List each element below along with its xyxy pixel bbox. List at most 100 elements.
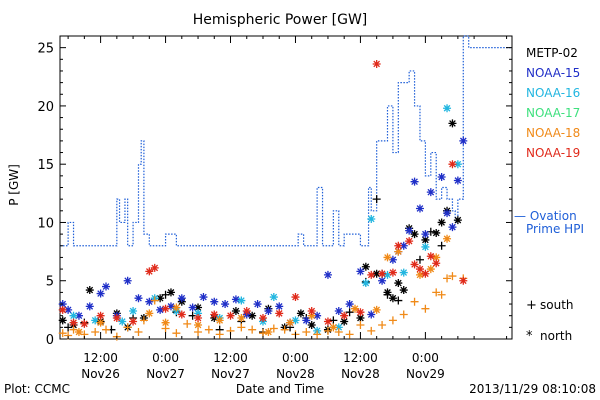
data-point bbox=[421, 304, 430, 313]
data-point bbox=[313, 311, 322, 320]
data-point bbox=[177, 294, 186, 303]
data-point bbox=[383, 290, 392, 299]
data-point bbox=[64, 305, 73, 314]
data-point bbox=[264, 307, 273, 316]
data-point bbox=[64, 323, 73, 332]
data-point bbox=[242, 307, 251, 316]
x-tick-label-date: Nov28 bbox=[276, 367, 315, 381]
legend-ovation: — Ovation bbox=[514, 209, 577, 223]
data-point bbox=[334, 328, 343, 337]
x-tick-label-date: Nov29 bbox=[406, 367, 445, 381]
data-point bbox=[340, 317, 349, 326]
data-point bbox=[194, 303, 203, 312]
data-point bbox=[329, 316, 338, 325]
data-point bbox=[118, 317, 127, 326]
data-point bbox=[123, 323, 132, 332]
data-point bbox=[459, 136, 468, 145]
data-point bbox=[269, 293, 278, 302]
data-point bbox=[383, 270, 392, 279]
data-point bbox=[410, 297, 419, 306]
data-point bbox=[399, 310, 408, 319]
data-point bbox=[453, 160, 462, 169]
data-point bbox=[177, 310, 186, 319]
data-point bbox=[394, 296, 403, 305]
data-point bbox=[356, 314, 365, 323]
data-point bbox=[134, 328, 143, 337]
data-point bbox=[459, 276, 468, 285]
data-point bbox=[388, 268, 397, 277]
data-point bbox=[399, 241, 408, 250]
data-point bbox=[415, 265, 424, 274]
data-point bbox=[161, 304, 170, 313]
data-point bbox=[134, 294, 143, 303]
legend-symbol: + bbox=[526, 298, 537, 313]
legend-noaa-16: NOAA-16 bbox=[526, 86, 580, 100]
data-point bbox=[194, 309, 203, 318]
data-point bbox=[91, 316, 100, 325]
data-point bbox=[448, 223, 457, 232]
data-point bbox=[166, 302, 175, 311]
data-point bbox=[383, 253, 392, 262]
data-point bbox=[432, 288, 441, 297]
data-point bbox=[58, 305, 67, 314]
data-point bbox=[443, 234, 452, 243]
data-point bbox=[394, 247, 403, 256]
data-point bbox=[443, 209, 452, 218]
data-point bbox=[448, 119, 457, 128]
data-point bbox=[307, 311, 316, 320]
data-point bbox=[448, 160, 457, 169]
legend-symbol: * bbox=[526, 329, 533, 344]
data-point bbox=[323, 317, 332, 326]
data-point bbox=[194, 314, 203, 323]
plot-border bbox=[59, 35, 513, 340]
x-tick-label-date: Nov28 bbox=[341, 367, 380, 381]
x-axis-label: Date and Time bbox=[236, 382, 324, 396]
data-point bbox=[453, 176, 462, 185]
data-point bbox=[361, 262, 370, 271]
data-point bbox=[183, 319, 192, 328]
y-tick-label: 20 bbox=[37, 100, 54, 115]
data-point bbox=[388, 316, 397, 325]
data-point bbox=[367, 310, 376, 319]
data-point bbox=[329, 323, 338, 332]
data-point bbox=[166, 288, 175, 297]
data-point bbox=[80, 319, 89, 328]
data-point bbox=[156, 305, 165, 314]
series-noaa-18-north bbox=[74, 234, 452, 337]
data-point bbox=[432, 253, 441, 262]
y-tick-label: 10 bbox=[37, 216, 54, 231]
data-point bbox=[334, 323, 343, 332]
data-point bbox=[85, 302, 94, 311]
data-point bbox=[112, 314, 121, 323]
data-point bbox=[453, 216, 462, 225]
data-point bbox=[378, 269, 387, 278]
data-point bbox=[426, 188, 435, 197]
data-point bbox=[437, 173, 446, 182]
data-point bbox=[210, 310, 219, 319]
data-point bbox=[237, 314, 246, 323]
legend: METP-02 NOAA-15 NOAA-16 NOAA-17 NOAA-18 NOAA-… bbox=[514, 46, 584, 344]
data-point bbox=[437, 241, 446, 250]
data-point bbox=[102, 282, 111, 291]
data-point bbox=[345, 330, 354, 339]
data-point bbox=[399, 268, 408, 277]
axes: 0 5 10 15 20 25 12:00 Nov26 0:00 Nov27 12:00 Nov27 0… bbox=[37, 36, 512, 381]
data-point bbox=[437, 218, 446, 227]
data-point bbox=[156, 294, 165, 303]
data-point bbox=[96, 318, 105, 327]
legend-symbol-south: south bbox=[540, 298, 574, 312]
data-point bbox=[410, 230, 419, 239]
data-point bbox=[307, 307, 316, 316]
data-point bbox=[421, 242, 430, 251]
data-point bbox=[188, 303, 197, 312]
data-point bbox=[415, 204, 424, 213]
data-point bbox=[388, 294, 397, 303]
data-point bbox=[323, 270, 332, 279]
series-noaa-18 bbox=[58, 272, 468, 341]
data-point bbox=[356, 321, 365, 330]
data-point bbox=[85, 286, 94, 295]
data-point bbox=[437, 290, 446, 299]
y-tick-label: 5 bbox=[46, 275, 54, 290]
data-point bbox=[415, 270, 424, 279]
